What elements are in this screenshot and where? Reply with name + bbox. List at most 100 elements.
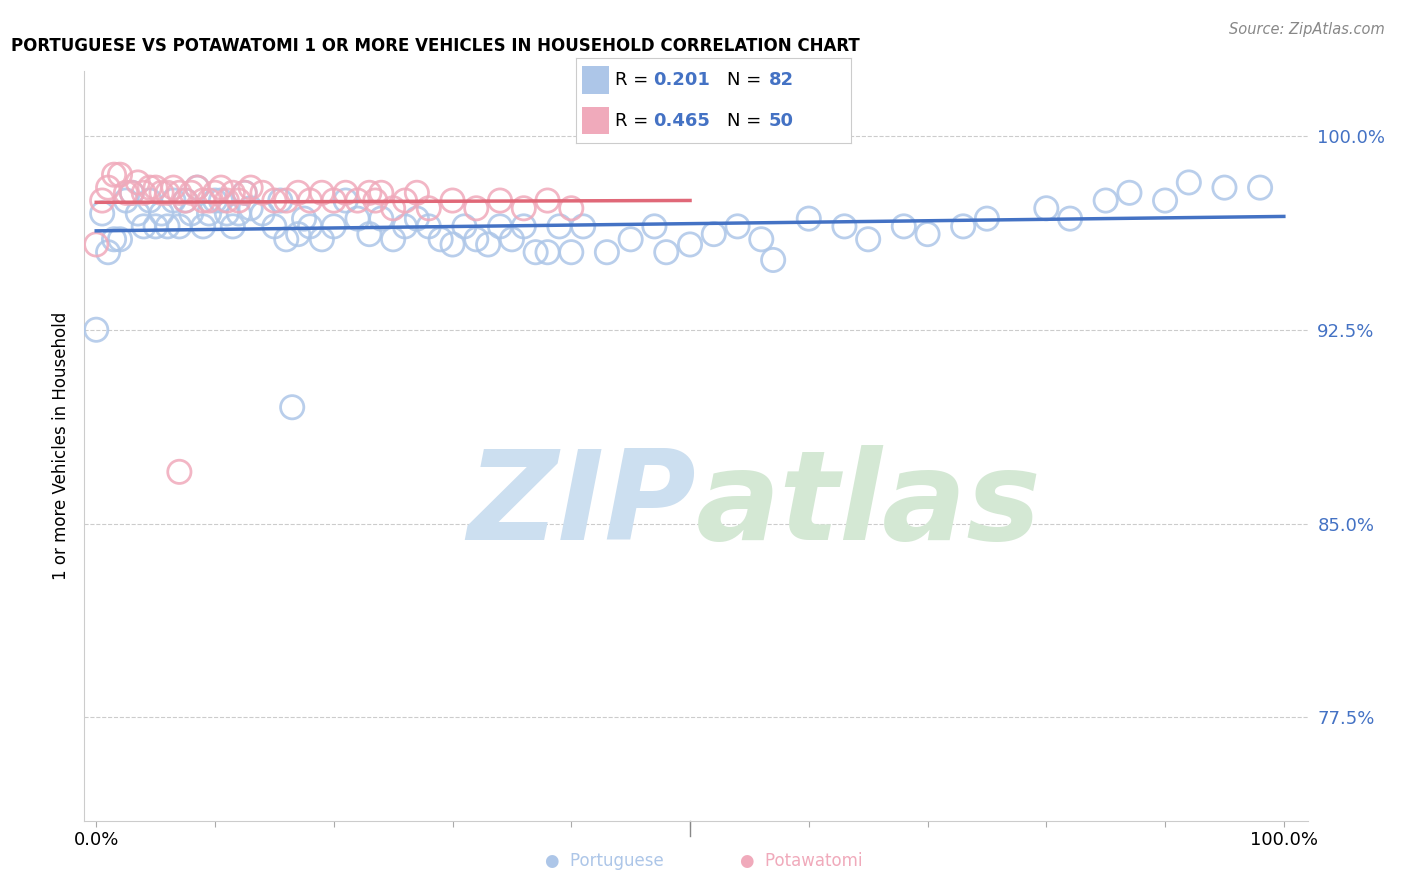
- Point: [169, 186, 191, 200]
- Point: [322, 219, 344, 234]
- Point: [138, 194, 160, 208]
- Point: [548, 219, 571, 234]
- Point: [655, 245, 678, 260]
- Point: [703, 227, 725, 241]
- Point: [893, 219, 915, 234]
- Point: [298, 219, 321, 234]
- Point: [560, 202, 582, 216]
- Point: [406, 186, 429, 200]
- Point: [441, 237, 464, 252]
- Point: [269, 194, 291, 208]
- Point: [91, 206, 114, 220]
- Point: [222, 186, 245, 200]
- Point: [477, 237, 499, 252]
- Point: [364, 194, 387, 208]
- Text: ●  Portuguese: ● Portuguese: [546, 852, 664, 870]
- Point: [465, 202, 488, 216]
- Point: [97, 245, 120, 260]
- Point: [91, 194, 114, 208]
- Point: [1249, 180, 1271, 194]
- Point: [115, 186, 138, 200]
- Point: [524, 245, 547, 260]
- Point: [513, 202, 536, 216]
- Point: [121, 186, 143, 200]
- Text: 50: 50: [768, 112, 793, 129]
- Text: 0.201: 0.201: [654, 71, 710, 89]
- Point: [394, 194, 416, 208]
- Point: [209, 180, 232, 194]
- Point: [359, 186, 381, 200]
- Point: [287, 227, 309, 241]
- Point: [145, 219, 167, 234]
- Point: [727, 219, 749, 234]
- Point: [797, 211, 820, 226]
- Point: [382, 232, 405, 246]
- Point: [679, 237, 702, 252]
- Point: [1059, 211, 1081, 226]
- Point: [489, 194, 512, 208]
- Point: [115, 194, 138, 208]
- Point: [501, 232, 523, 246]
- Point: [917, 227, 939, 241]
- Point: [749, 232, 772, 246]
- Text: Source: ZipAtlas.com: Source: ZipAtlas.com: [1229, 22, 1385, 37]
- Point: [103, 232, 125, 246]
- Point: [287, 186, 309, 200]
- Point: [108, 168, 131, 182]
- Point: [103, 168, 125, 182]
- Point: [174, 194, 197, 208]
- Point: [127, 176, 149, 190]
- Point: [108, 232, 131, 246]
- Point: [429, 232, 451, 246]
- Text: ZIP: ZIP: [467, 445, 696, 566]
- Point: [150, 206, 173, 220]
- Point: [346, 211, 368, 226]
- Point: [513, 219, 536, 234]
- Point: [536, 245, 558, 260]
- Point: [596, 245, 619, 260]
- Point: [222, 219, 245, 234]
- Point: [233, 186, 256, 200]
- Point: [191, 219, 214, 234]
- Point: [198, 206, 221, 220]
- Point: [292, 211, 315, 226]
- Point: [263, 194, 285, 208]
- FancyBboxPatch shape: [582, 107, 609, 134]
- Text: ●  Potawatomi: ● Potawatomi: [740, 852, 863, 870]
- Point: [239, 180, 262, 194]
- Point: [322, 194, 344, 208]
- Point: [1213, 180, 1236, 194]
- Point: [97, 180, 120, 194]
- Point: [276, 194, 298, 208]
- Point: [180, 186, 202, 200]
- Point: [198, 194, 221, 208]
- Point: [489, 219, 512, 234]
- Point: [252, 186, 274, 200]
- Point: [204, 194, 226, 208]
- Point: [132, 219, 155, 234]
- Text: R =: R =: [614, 71, 654, 89]
- Point: [174, 194, 197, 208]
- Point: [186, 180, 208, 194]
- Point: [382, 202, 405, 216]
- Point: [276, 232, 298, 246]
- Point: [418, 202, 440, 216]
- Point: [145, 180, 167, 194]
- Point: [156, 186, 179, 200]
- Point: [121, 186, 143, 200]
- Point: [370, 211, 392, 226]
- Point: [228, 206, 250, 220]
- Point: [311, 186, 333, 200]
- Point: [560, 245, 582, 260]
- Point: [1118, 186, 1140, 200]
- Point: [281, 401, 304, 415]
- Point: [204, 186, 226, 200]
- Text: 82: 82: [768, 71, 793, 89]
- FancyBboxPatch shape: [582, 67, 609, 94]
- Point: [298, 194, 321, 208]
- Point: [191, 194, 214, 208]
- Point: [359, 227, 381, 241]
- Point: [169, 465, 191, 479]
- Point: [162, 180, 184, 194]
- Point: [620, 232, 643, 246]
